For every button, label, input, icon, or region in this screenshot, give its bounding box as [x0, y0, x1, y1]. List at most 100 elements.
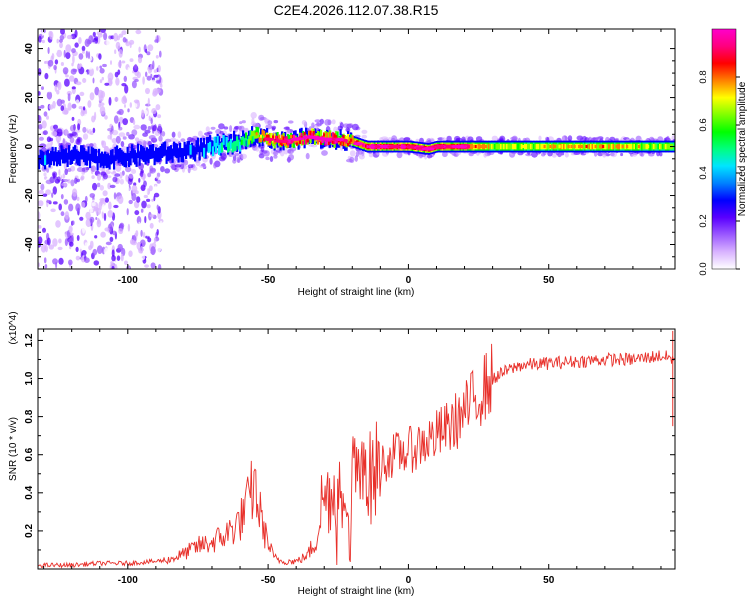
spectrogram-noise-cell — [81, 201, 86, 208]
spectrogram-cloud-cell — [121, 145, 127, 151]
spectrogram-cloud-cell — [510, 136, 518, 141]
spectrogram-noise-cell — [127, 223, 131, 232]
spectrogram-ridge-cell — [509, 143, 512, 150]
spectrogram-noise-cell — [118, 98, 122, 107]
spectrogram-ridge-cell — [599, 144, 602, 149]
spectrogram-ridge-cell — [221, 142, 224, 153]
spectrogram-noise-cell — [100, 231, 106, 238]
spectrogram-noise-cell — [102, 63, 107, 68]
spectrogram-noise-cell — [145, 228, 151, 237]
spectrogram-cloud-cell — [259, 116, 267, 121]
spectrogram-ridge-cell — [135, 152, 138, 167]
snr-xtick-label: -100 — [118, 575, 138, 586]
spectrogram-ridge-cell — [146, 147, 149, 162]
spectrogram-noise-cell — [124, 182, 129, 190]
spectrogram-ridge-cell — [477, 144, 480, 149]
spectrogram-ridge-cell — [210, 140, 213, 155]
spectrogram-ridge-cell — [510, 143, 513, 150]
spectrogram-cloud-cell — [620, 152, 624, 157]
spectrogram-ridge-cell — [332, 140, 335, 145]
spectrogram-ridge-cell — [302, 141, 305, 145]
spectrogram-noise-cell — [92, 127, 96, 133]
spectrogram-cloud-cell — [169, 137, 177, 143]
spectrogram-cloud-cell — [138, 139, 144, 145]
spectrogram-cloud-cell — [164, 168, 171, 174]
spectrogram-ridge-cell — [189, 144, 192, 155]
spectrogram-ridge-cell — [612, 143, 615, 150]
spectrogram-cloud-cell — [82, 133, 89, 140]
spectrogram-noise-cell — [62, 67, 69, 75]
spectrogram-cloud-cell — [131, 169, 137, 174]
colorbar-tick-label: 0.4 — [698, 166, 709, 179]
spectrogram-noise-cell — [117, 243, 123, 251]
spectrogram-cloud-cell — [154, 130, 161, 136]
spectrogram-ridge-cell — [128, 152, 131, 167]
spectrogram-noise-cell — [147, 44, 154, 52]
spectrogram-ridge-cell — [576, 143, 579, 150]
spectrogram-cloud-cell — [81, 167, 89, 173]
spectrogram-noise-cell — [95, 58, 100, 64]
spectrogram-ridge-cell — [66, 152, 69, 167]
spectrogram-noise-cell — [110, 60, 112, 65]
spectrogram-ridge-cell — [182, 148, 185, 163]
spectrogram-ytick-label: 0 — [24, 143, 35, 149]
spectrogram-ridge-cell — [242, 130, 245, 143]
spectrogram-noise-cell — [68, 75, 75, 82]
spectrogram-noise-cell — [104, 227, 110, 232]
spectrogram-cloud-cell — [142, 132, 149, 137]
spectrogram-cloud-cell — [144, 129, 151, 134]
spectrogram-ridge-cell — [167, 146, 170, 161]
spectrogram-noise-cell — [129, 102, 132, 108]
spectrogram-ridge-cell — [575, 143, 578, 150]
spectrogram-noise-cell — [148, 185, 153, 192]
spectrogram-ridge-cell — [257, 132, 260, 138]
spectrogram-ridge-cell — [239, 141, 242, 152]
spectrogram-ridge-cell — [206, 137, 209, 152]
spectrogram-ridge-cell — [42, 151, 45, 167]
spectrogram-noise-cell — [54, 59, 59, 65]
spectrogram-ridge-cell — [662, 143, 665, 150]
spectrogram-noise-cell — [47, 47, 50, 54]
spectrogram-cloud-cell — [321, 150, 328, 156]
spectrogram-noise-cell — [58, 203, 62, 211]
spectrogram-noise-cell — [108, 201, 112, 210]
spectrogram-noise-cell — [41, 79, 46, 84]
spectrogram-ridge-cell — [261, 129, 264, 135]
spectrogram-ridge-cell — [213, 136, 216, 147]
spectrogram-ridge-cell — [572, 143, 575, 150]
spectrogram-ridge-cell — [291, 140, 294, 144]
spectrogram-noise-cell — [113, 204, 119, 209]
spectrogram-ridge-cell — [483, 144, 486, 149]
spectrogram-noise-cell — [70, 232, 74, 236]
spectrogram-cloud-cell — [576, 135, 584, 141]
spectrogram-noise-cell — [49, 31, 54, 40]
spectrogram-ridge-cell — [48, 153, 51, 168]
spectrogram-noise-cell — [140, 100, 146, 106]
spectrogram-ridge-cell — [105, 153, 108, 169]
spectrogram-cloud-cell — [491, 135, 498, 141]
spectrogram-noise-cell — [145, 187, 148, 196]
spectrogram-noise-cell — [52, 238, 58, 247]
spectrogram-noise-cell — [146, 198, 151, 202]
spectrogram-noise-cell — [100, 29, 106, 33]
spectrogram-ridge-cell — [227, 142, 230, 153]
spectrogram-ridge-cell — [539, 143, 542, 150]
spectrogram-noise-cell — [38, 225, 42, 229]
spectrogram-ridge-cell — [245, 132, 248, 139]
spectrogram-noise-cell — [134, 79, 139, 82]
spectrogram-ridge-cell — [299, 138, 302, 145]
spectrogram-cloud-cell — [40, 183, 45, 191]
spectrogram-cloud-cell — [602, 152, 607, 158]
spectrogram-cloud-cell — [38, 136, 44, 141]
spectrogram-noise-cell — [56, 38, 59, 44]
spectrogram-ridge-cell — [528, 143, 531, 150]
spectrogram-ridge-cell — [204, 144, 207, 159]
spectrogram-noise-cell — [153, 46, 159, 51]
spectrogram-ridge-cell — [171, 148, 174, 163]
spectrogram-ridge-cell — [260, 136, 263, 143]
spectrogram-noise-cell — [121, 83, 127, 87]
spectrogram-panel: -100 -50 0 50 40 20 0 -20 -40 Height of straight… — [8, 28, 676, 298]
spectrogram-ridge-cell — [234, 140, 237, 151]
spectrogram-ridge-cell — [290, 138, 293, 144]
spectrogram-noise-cell — [157, 264, 162, 269]
